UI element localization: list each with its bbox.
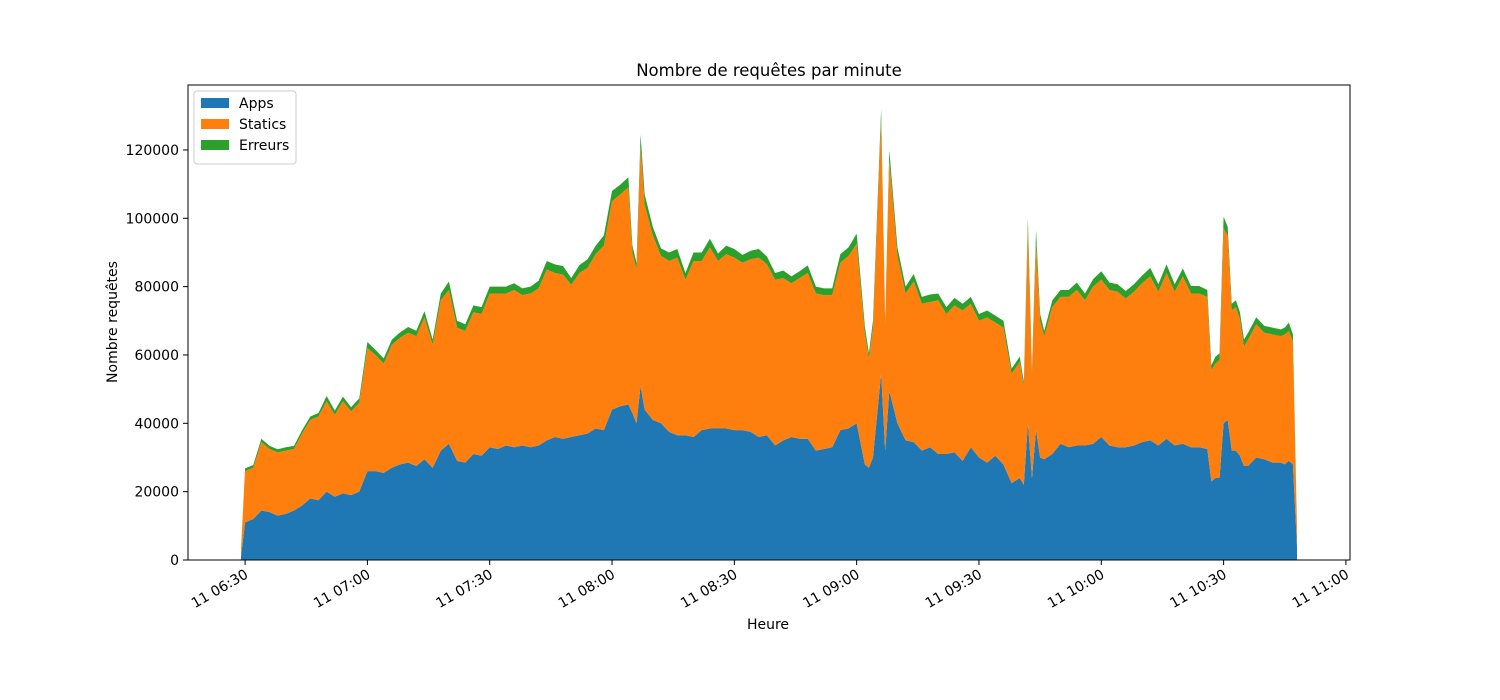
y-tick-label: 40000: [134, 416, 179, 432]
y-tick-label: 60000: [134, 348, 179, 364]
legend-swatch: [201, 140, 229, 150]
plot-frame: [187, 84, 1351, 561]
y-axis-label: Nombre requêtes: [105, 261, 121, 383]
legend-swatch: [201, 98, 229, 108]
x-axis-label: Heure: [747, 617, 789, 633]
legend-label: Erreurs: [239, 138, 289, 154]
y-tick-label: 100000: [126, 211, 179, 227]
area: [241, 119, 1297, 557]
legend-label: Statics: [239, 117, 286, 133]
area: [241, 373, 1297, 560]
chart-title: Nombre de requêtes par minute: [636, 61, 902, 80]
legend-label: Apps: [239, 96, 274, 112]
y-tick-label: 0: [170, 553, 179, 569]
y-tick-label: 120000: [126, 143, 179, 159]
y-tick-label: 80000: [134, 280, 179, 296]
legend-swatch: [201, 119, 229, 129]
y-tick-label: 20000: [134, 485, 179, 501]
